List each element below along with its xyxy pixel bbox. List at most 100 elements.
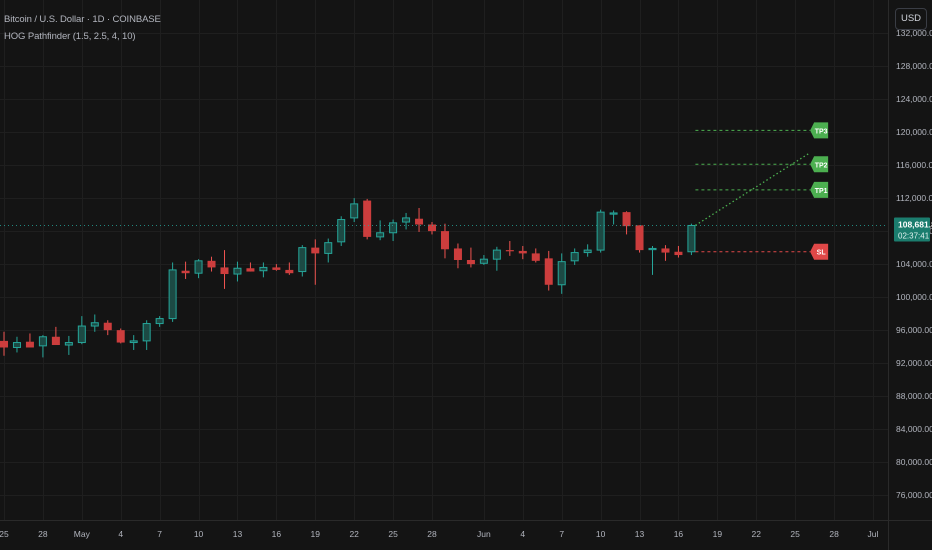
- candle: [583, 244, 592, 257]
- current-price-tag: 108,681.85 02:37:41: [894, 217, 932, 242]
- date-tick-label: 28: [829, 529, 839, 539]
- candle-body: [168, 269, 177, 320]
- candle-body: [194, 260, 203, 274]
- candle-body: [609, 212, 618, 215]
- level-badge-label: SL: [817, 250, 827, 257]
- date-tick-label: 22: [752, 529, 762, 539]
- price-tick-label: 84,000.00: [896, 424, 932, 434]
- current-price-tag-bg: [894, 217, 930, 242]
- date-tick-label: Jun: [477, 529, 491, 539]
- candle: [531, 248, 540, 263]
- candle: [129, 335, 138, 350]
- candle: [181, 261, 190, 279]
- candle: [687, 223, 696, 256]
- candle: [428, 222, 437, 235]
- currency-button[interactable]: USD: [895, 8, 927, 30]
- candle-body: [635, 225, 644, 251]
- candle: [518, 245, 527, 260]
- candle-body: [440, 231, 449, 250]
- candle-body: [64, 342, 73, 346]
- candle-body: [77, 325, 86, 344]
- candle: [324, 238, 333, 263]
- date-tick-label: 22: [349, 529, 359, 539]
- candle: [116, 328, 125, 344]
- candle-body: [155, 318, 164, 325]
- candle: [25, 333, 34, 348]
- candle-body: [648, 247, 657, 251]
- candle-body: [531, 253, 540, 261]
- date-tick-label: May: [74, 529, 91, 539]
- date-tick-label: 7: [157, 529, 162, 539]
- date-tick-label: 13: [233, 529, 243, 539]
- candle-body: [583, 249, 592, 254]
- level-badge-shape: [810, 156, 829, 173]
- candle-body: [25, 341, 34, 348]
- candle-body: [492, 249, 501, 260]
- candle-body: [142, 323, 151, 342]
- price-tick-label: 104,000.00: [896, 259, 932, 269]
- candle-body: [350, 203, 359, 219]
- date-tick-label: 7: [559, 529, 564, 539]
- candle-body: [233, 267, 242, 275]
- candle: [311, 239, 320, 285]
- date-tick-label: 10: [194, 529, 204, 539]
- candle: [596, 209, 605, 253]
- current-price-countdown: 02:37:41: [898, 231, 930, 240]
- candle-body: [674, 251, 683, 256]
- candle-body: [51, 336, 60, 346]
- candle-body: [596, 211, 605, 251]
- symbol-title[interactable]: Bitcoin / U.S. Dollar · 1D · COINBASE: [4, 14, 161, 25]
- candle: [661, 245, 670, 261]
- candle: [90, 314, 99, 332]
- candle: [233, 261, 242, 282]
- candle: [64, 335, 73, 355]
- price-tick-label: 128,000.00: [896, 61, 932, 71]
- candle: [479, 255, 488, 265]
- candle: [415, 208, 424, 232]
- candle-body: [479, 258, 488, 264]
- date-tick-label: 16: [272, 529, 282, 539]
- candle-body: [337, 219, 346, 243]
- level-badge-label: TP2: [815, 162, 828, 169]
- level-badge-shape: [810, 181, 829, 198]
- candle-body: [207, 260, 216, 268]
- candle-body: [505, 250, 514, 252]
- candle-body: [661, 248, 670, 253]
- candle-body: [428, 224, 437, 232]
- level-badge-shape: [810, 243, 829, 260]
- candle-body: [0, 340, 8, 348]
- price-tick-label: 132,000.00: [896, 28, 932, 38]
- candle: [570, 248, 579, 265]
- date-tick-label: 4: [118, 529, 123, 539]
- candle-body: [453, 248, 462, 260]
- projection-line: [695, 152, 811, 226]
- level-badge-label: TP1: [815, 188, 828, 195]
- price-tick-label: 76,000.00: [896, 490, 932, 500]
- candle-body: [518, 250, 527, 254]
- candle-body: [415, 218, 424, 225]
- candle-body: [544, 258, 553, 285]
- candle: [376, 220, 385, 241]
- candle: [350, 198, 359, 223]
- candle: [142, 320, 151, 350]
- candle-body: [90, 322, 99, 327]
- candle-body: [116, 330, 125, 343]
- candle-body: [285, 269, 294, 274]
- price-tick-label: 124,000.00: [896, 94, 932, 104]
- candle-body: [570, 252, 579, 262]
- candles: [0, 198, 696, 358]
- level-badge-tp1: TP1: [810, 181, 829, 198]
- candle-body: [402, 217, 411, 223]
- price-tick-label: 120,000.00: [896, 127, 932, 137]
- date-tick-label: Jul: [868, 529, 879, 539]
- candle-body: [12, 342, 21, 348]
- candle: [298, 245, 307, 277]
- candle-body: [181, 270, 190, 274]
- indicator-legend[interactable]: HOG Pathfinder (1.5, 2.5, 4, 10): [4, 31, 136, 42]
- candle-body: [272, 267, 281, 270]
- current-price-value: 108,681.85: [898, 219, 932, 229]
- date-tick-label: 28: [427, 529, 437, 539]
- level-badge-label: TP3: [815, 128, 828, 135]
